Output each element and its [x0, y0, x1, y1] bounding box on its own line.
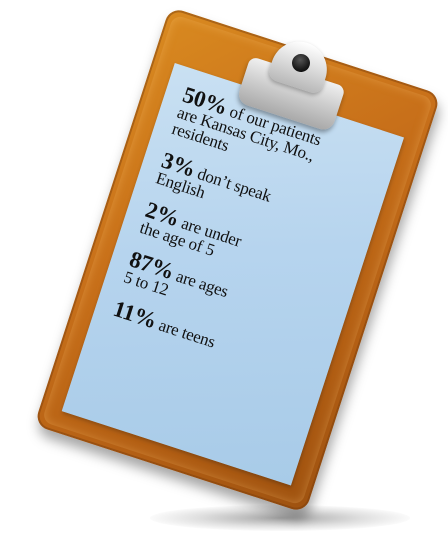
- stat-percent: 11%: [110, 295, 161, 334]
- stat-text: are ages: [169, 265, 231, 302]
- clipboard: 50% of our patients are Kansas City, Mo.…: [33, 6, 442, 514]
- stat-text: are teens: [152, 314, 218, 352]
- clipboard-shadow: [150, 505, 410, 531]
